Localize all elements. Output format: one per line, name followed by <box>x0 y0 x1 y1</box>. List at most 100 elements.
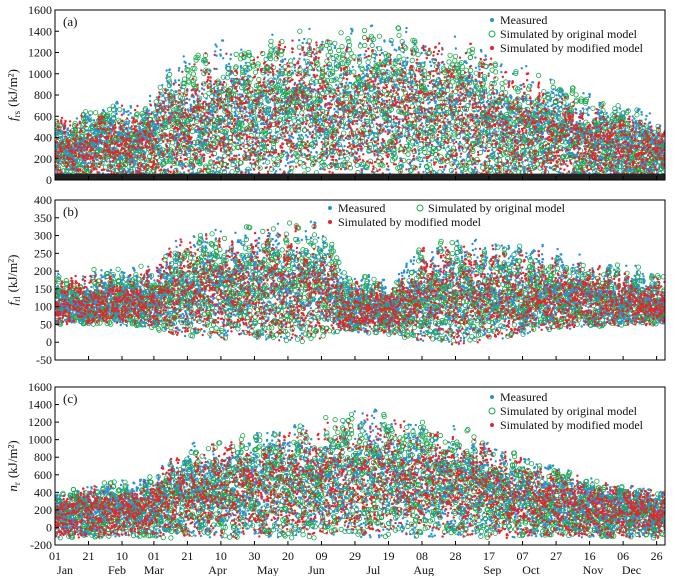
point-original <box>192 66 198 72</box>
point-original <box>306 38 312 44</box>
point-measured <box>222 132 225 135</box>
point-measured <box>345 59 348 62</box>
point-measured <box>183 98 186 101</box>
point-measured <box>278 71 281 75</box>
point-measured <box>262 110 266 114</box>
point-measured <box>205 142 208 145</box>
point-original <box>634 112 640 118</box>
point-measured <box>75 117 79 120</box>
point-measured <box>366 92 370 95</box>
point-measured <box>267 111 271 114</box>
point-measured <box>242 69 246 72</box>
point-original <box>194 118 200 125</box>
point-original <box>301 164 307 170</box>
point-measured <box>279 105 283 109</box>
point-original <box>437 169 443 175</box>
point-measured <box>132 153 135 156</box>
point-measured <box>173 130 177 133</box>
point-measured <box>230 152 233 155</box>
point-original <box>298 117 304 123</box>
point-original <box>289 127 295 133</box>
point-original <box>206 168 212 174</box>
point-measured <box>318 120 321 124</box>
point-measured <box>271 135 274 138</box>
point-measured <box>83 114 86 117</box>
point-measured <box>113 169 116 172</box>
point-original <box>301 141 308 148</box>
point-measured <box>281 74 284 77</box>
point-measured <box>308 103 311 106</box>
point-measured <box>334 59 337 62</box>
point-original <box>227 138 233 144</box>
point-measured <box>262 122 266 126</box>
point-measured <box>358 118 361 121</box>
point-original <box>271 156 277 162</box>
point-measured <box>67 133 70 137</box>
point-measured <box>155 113 159 116</box>
point-measured <box>266 100 269 103</box>
point-measured <box>330 43 333 46</box>
point-measured <box>358 42 362 45</box>
point-original <box>252 69 259 75</box>
point-measured <box>303 68 306 71</box>
point-original <box>246 52 253 58</box>
point-original <box>270 141 277 147</box>
point-measured <box>88 119 91 123</box>
point-measured <box>281 112 285 116</box>
point-measured <box>303 126 306 129</box>
point-measured <box>311 124 314 127</box>
point-measured <box>219 156 223 159</box>
point-measured <box>368 134 371 137</box>
point-original <box>167 71 173 78</box>
point-measured <box>110 130 114 133</box>
point-measured <box>223 117 226 121</box>
point-original <box>409 57 415 64</box>
point-measured <box>305 41 308 45</box>
point-measured <box>147 109 150 112</box>
point-measured <box>241 110 244 113</box>
point-measured <box>136 150 139 154</box>
point-measured <box>306 61 310 64</box>
point-measured <box>246 168 250 172</box>
point-measured <box>237 153 241 157</box>
point-measured <box>166 88 169 92</box>
point-measured <box>265 158 268 161</box>
point-original <box>238 120 244 126</box>
point-measured <box>352 116 356 119</box>
point-measured <box>361 82 364 86</box>
point-measured <box>80 140 84 143</box>
point-measured <box>284 164 287 167</box>
point-measured <box>194 144 197 147</box>
point-measured <box>287 122 290 125</box>
point-measured <box>279 125 282 129</box>
point-measured <box>125 120 128 123</box>
point-measured <box>220 39 224 42</box>
point-measured <box>295 145 298 148</box>
point-measured <box>101 108 105 112</box>
point-measured <box>89 129 92 132</box>
point-measured <box>274 170 278 173</box>
point-measured <box>305 114 308 117</box>
point-measured <box>122 108 126 111</box>
point-measured <box>121 133 124 136</box>
point-measured <box>300 133 303 137</box>
point-measured <box>191 167 194 170</box>
point-measured <box>362 89 365 93</box>
point-measured <box>129 104 132 108</box>
point-measured <box>261 102 264 106</box>
point-measured <box>99 131 102 134</box>
point-measured <box>232 79 235 83</box>
point-measured <box>339 92 342 95</box>
point-measured <box>266 56 269 59</box>
point-measured <box>87 161 90 165</box>
point-measured <box>315 140 318 143</box>
point-measured <box>68 165 72 168</box>
point-original <box>280 149 286 156</box>
point-measured <box>163 121 166 124</box>
point-original <box>351 69 357 75</box>
point-measured <box>296 114 300 117</box>
point-measured <box>82 161 85 165</box>
point-measured <box>345 150 349 153</box>
point-original <box>338 30 344 36</box>
point-measured <box>271 146 274 150</box>
